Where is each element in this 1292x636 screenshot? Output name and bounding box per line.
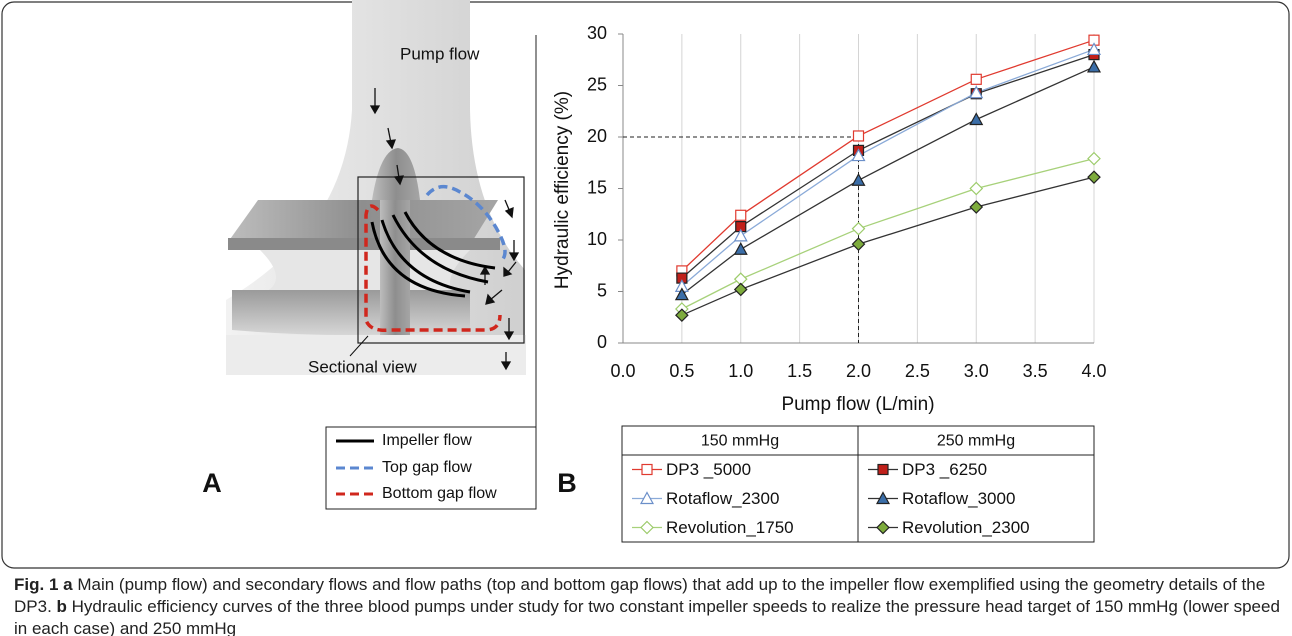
x-tick-label: 4.0 <box>1081 361 1106 381</box>
legend-label: Revolution_2300 <box>902 518 1030 537</box>
point <box>1086 59 1102 73</box>
legend-label: Bottom gap flow <box>382 485 497 502</box>
caption-marker: a <box>63 575 73 594</box>
point <box>970 73 982 85</box>
point <box>969 85 984 99</box>
legend-swatch <box>640 520 654 535</box>
x-tick-label: 2.0 <box>846 361 871 381</box>
point <box>969 200 984 214</box>
legend-swatch <box>876 520 890 535</box>
y-tick-label: 30 <box>587 23 607 43</box>
legend-swatch <box>877 463 889 476</box>
y-tick-label: 15 <box>587 177 607 197</box>
point <box>733 228 748 242</box>
sectional-view-label: Sectional view <box>308 357 417 376</box>
caption-text: Main (pump flow) and secondary flows and… <box>14 575 1266 616</box>
point <box>851 221 866 236</box>
legend-swatch <box>641 463 653 476</box>
point <box>969 112 984 126</box>
point <box>1087 151 1101 166</box>
x-tick-label: 1.0 <box>728 361 753 381</box>
point <box>1086 42 1102 56</box>
point <box>1087 170 1101 185</box>
bottom-gap-flow <box>364 204 502 333</box>
legend-header: 250 mmHg <box>937 433 1015 450</box>
y-axis-title: Hydraulic efficiency (%) <box>552 91 573 289</box>
legend-label: Top gap flow <box>382 459 472 476</box>
pointer-line <box>349 335 369 357</box>
legend-swatch <box>639 491 655 505</box>
caption-marker: b <box>56 597 67 616</box>
panel-label: B <box>557 468 577 498</box>
caption-text: Hydraulic efficiency curves of the three… <box>14 597 1280 636</box>
x-tick-label: 1.5 <box>787 361 812 381</box>
caption: Fig. 1 a Main (pump flow) and secondary … <box>14 574 1282 636</box>
point <box>852 130 865 142</box>
point <box>969 181 984 196</box>
figure-frame <box>1 1 1290 569</box>
impeller-flow-lines <box>370 211 496 298</box>
point <box>674 287 689 301</box>
legend-label: Impeller flow <box>382 432 472 449</box>
x-tick-label: 2.5 <box>905 361 930 381</box>
point <box>735 209 747 221</box>
point <box>851 237 866 251</box>
x-tick-label: 0.5 <box>669 361 694 381</box>
top-gap-flow <box>425 185 507 264</box>
point <box>675 308 689 323</box>
y-tick-label: 20 <box>587 126 607 146</box>
y-tick-label: 10 <box>587 229 607 249</box>
sectional-box <box>357 176 525 344</box>
pump-diagram <box>226 0 526 375</box>
x-tick-label: 3.5 <box>1023 361 1048 381</box>
point <box>733 282 748 297</box>
series-line <box>681 53 1095 279</box>
pump-flow-label: Pump flow <box>400 44 480 63</box>
flow-arrows <box>369 88 520 371</box>
x-tick-label: 3.0 <box>964 361 989 381</box>
point <box>851 173 866 186</box>
legend-swatch <box>875 491 891 505</box>
legend-label: Rotaflow_2300 <box>666 489 779 508</box>
series-line <box>681 66 1095 296</box>
legend-label: DP3 _6250 <box>902 460 987 479</box>
series-line <box>681 176 1095 316</box>
y-tick-label: 25 <box>587 74 607 94</box>
x-axis-title: Pump flow (L/min) <box>781 394 934 415</box>
point <box>851 148 866 162</box>
legend-header: 150 mmHg <box>701 433 779 450</box>
y-tick-label: 0 <box>597 332 607 352</box>
x-tick-label: 0.0 <box>610 361 635 381</box>
legend-label: DP3 _5000 <box>666 460 751 479</box>
legend-label: Rotaflow_3000 <box>902 489 1015 508</box>
point <box>733 242 748 255</box>
figure-panel: Pump flow Sectional view Impeller flow T… <box>1 0 1290 569</box>
y-tick-label: 5 <box>597 280 607 300</box>
caption-label: Fig. 1 <box>14 575 59 594</box>
legend-label: Revolution_1750 <box>666 518 794 537</box>
panel-label: A <box>202 468 222 498</box>
